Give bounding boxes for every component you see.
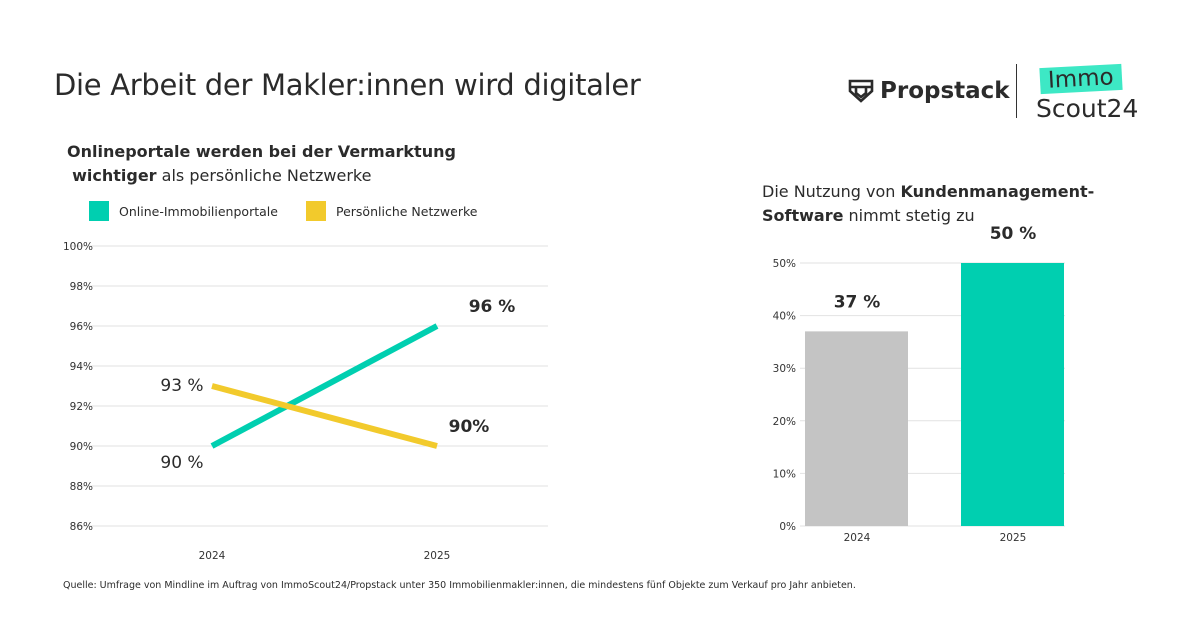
subtitle-line1: Onlineportale werden bei der Vermarktung: [67, 142, 456, 161]
legend-label: Online-Immobilienportale: [119, 203, 278, 219]
data-label: 96 %: [469, 297, 516, 317]
y-tick-label: 50%: [773, 258, 796, 270]
subtitle-bold2: Software: [762, 206, 844, 225]
y-tick-label: 90%: [70, 441, 93, 453]
propstack-shield-icon: [848, 79, 874, 103]
y-tick-label: 100%: [63, 241, 93, 253]
x-tick-label: 2024: [199, 550, 226, 562]
bar-value-label: 37 %: [834, 292, 881, 312]
y-tick-label: 40%: [773, 311, 796, 323]
y-tick-label: 96%: [70, 321, 93, 333]
legend-swatch-yellow: [306, 201, 326, 221]
subtitle-rest: als persönliche Netzwerke: [156, 166, 372, 185]
y-tick-label: 92%: [70, 401, 93, 413]
data-label: 93 %: [160, 376, 203, 396]
subtitle-bold: wichtiger: [72, 166, 157, 185]
legend-item-netzwerke: Persönliche Netzwerke: [306, 201, 477, 221]
y-tick-label: 20%: [773, 416, 796, 428]
y-tick-label: 94%: [70, 361, 93, 373]
line-chart-subtitle: Onlineportale werden bei der Vermarktung…: [67, 140, 456, 188]
series-line-0: [210, 323, 439, 449]
logo-divider: [1016, 64, 1017, 118]
legend-swatch-teal: [89, 201, 109, 221]
y-tick-label: 0%: [779, 521, 796, 533]
series-line-1: [211, 383, 438, 449]
data-label: 90%: [449, 417, 490, 437]
page-title: Die Arbeit der Makler:innen wird digital…: [54, 68, 641, 102]
subtitle-pre: Die Nutzung von: [762, 182, 901, 201]
x-tick-label: 2024: [844, 532, 871, 544]
y-tick-label: 30%: [773, 363, 796, 375]
source-note: Quelle: Umfrage von Mindline im Auftrag …: [63, 580, 856, 591]
bar-value-label: 50 %: [990, 224, 1037, 244]
bar-2025: [961, 263, 1064, 526]
subtitle-post: nimmt stetig zu: [843, 206, 975, 225]
propstack-logo: Propstack: [848, 78, 1010, 104]
y-tick-label: 10%: [773, 468, 796, 480]
immoscout-logo-scout: Scout24: [1036, 94, 1139, 123]
y-tick-label: 88%: [70, 481, 93, 493]
bar-2024: [805, 331, 908, 526]
propstack-logo-text: Propstack: [880, 78, 1010, 104]
subtitle-bold: Kundenmanagement-: [900, 182, 1095, 201]
bar-chart-subtitle: Die Nutzung von Kundenmanagement- Softwa…: [762, 180, 1094, 228]
y-tick-label: 98%: [70, 281, 93, 293]
x-tick-label: 2025: [424, 550, 451, 562]
data-label: 90 %: [160, 453, 203, 473]
y-tick-label: 86%: [70, 521, 93, 533]
x-tick-label: 2025: [1000, 532, 1027, 544]
legend-item-online: Online-Immobilienportale: [89, 201, 278, 221]
legend-label: Persönliche Netzwerke: [336, 203, 478, 219]
